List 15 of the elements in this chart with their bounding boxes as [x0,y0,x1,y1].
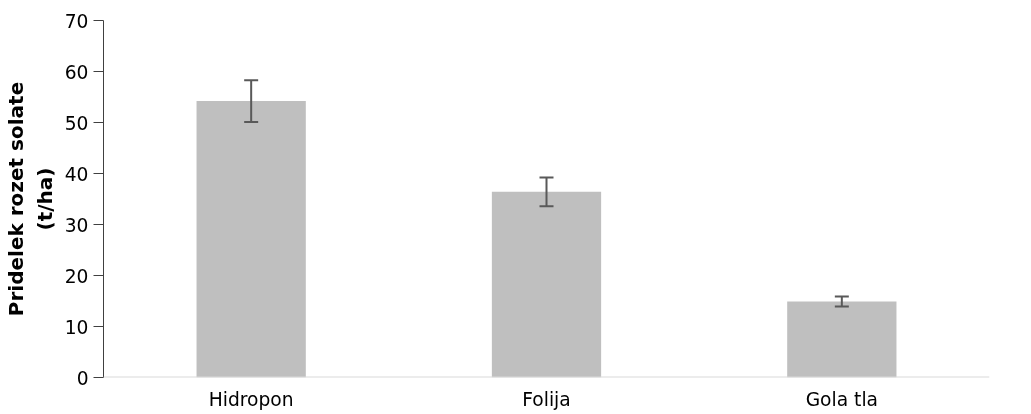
y-tick-label: 60 [64,61,89,83]
y-tick-label: 20 [64,265,89,287]
y-tick-label: 0 [76,367,89,389]
y-axis-title: Pridelek rozet solate (t/ha) [3,81,57,317]
bar [196,101,306,378]
x-tick-label: Gola tla [805,388,879,410]
y-tick-label: 70 [64,10,89,32]
bar [787,301,897,378]
y-tick-label: 30 [64,214,89,236]
y-tick-label: 50 [64,112,89,134]
y-tick-label: 10 [64,316,89,338]
y-tick-label: 40 [64,163,89,185]
bar [491,191,602,378]
x-tick-label: Folija [522,388,571,410]
x-tick-label: Hidropon [208,388,294,410]
